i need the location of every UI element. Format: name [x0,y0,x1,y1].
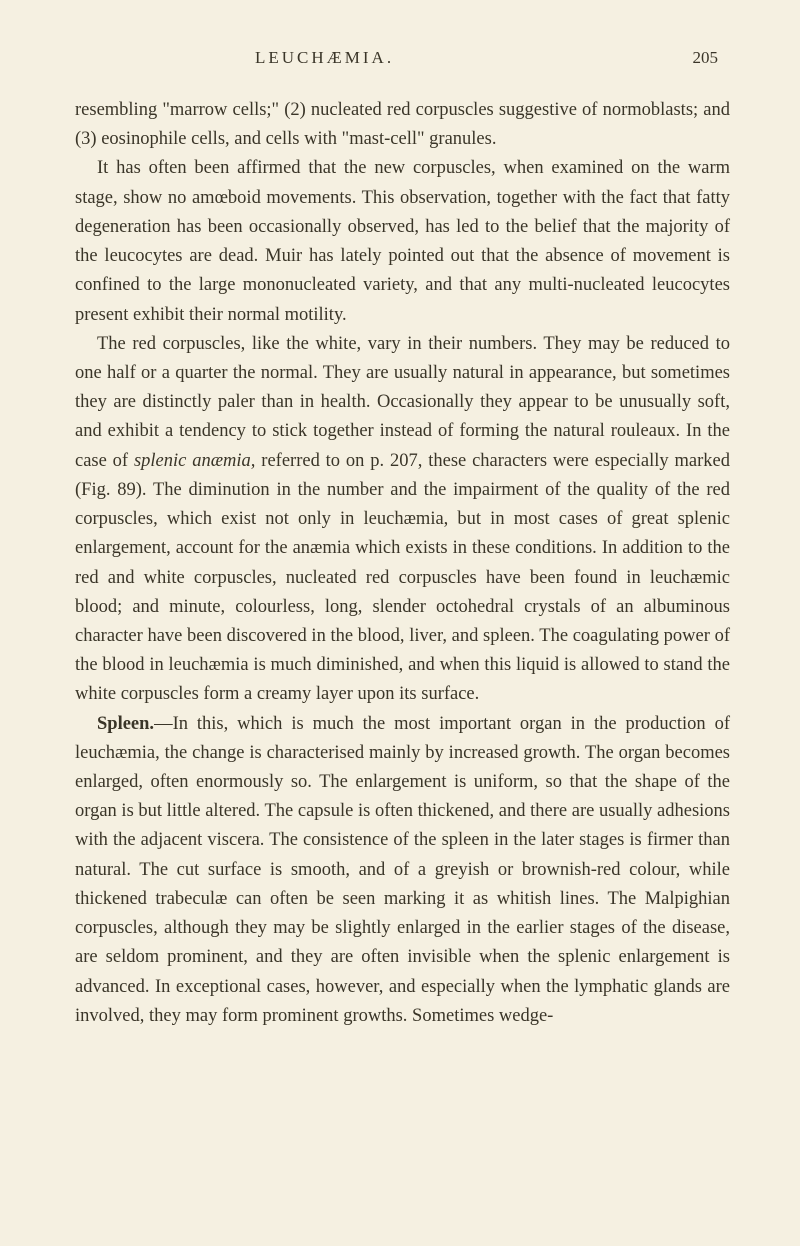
running-title: LEUCHÆMIA. [255,48,394,68]
paragraph-2: It has often been affirmed that the new … [75,154,730,329]
p3-text-2: referred to on p. 207, these characters … [75,451,730,705]
page-header: LEUCHÆMIA. 205 [75,48,730,68]
p4-text: —In this, which is much the most importa… [75,714,730,1026]
p3-italic-term: splenic anæmia, [134,451,255,471]
paragraph-3: The red corpuscles, like the white, vary… [75,330,730,710]
page-number: 205 [693,48,719,68]
paragraph-4: Spleen.—In this, which is much the most … [75,710,730,1031]
paragraph-1: resembling "marrow cells;" (2) nucleated… [75,96,730,154]
section-heading-spleen: Spleen. [97,714,154,734]
